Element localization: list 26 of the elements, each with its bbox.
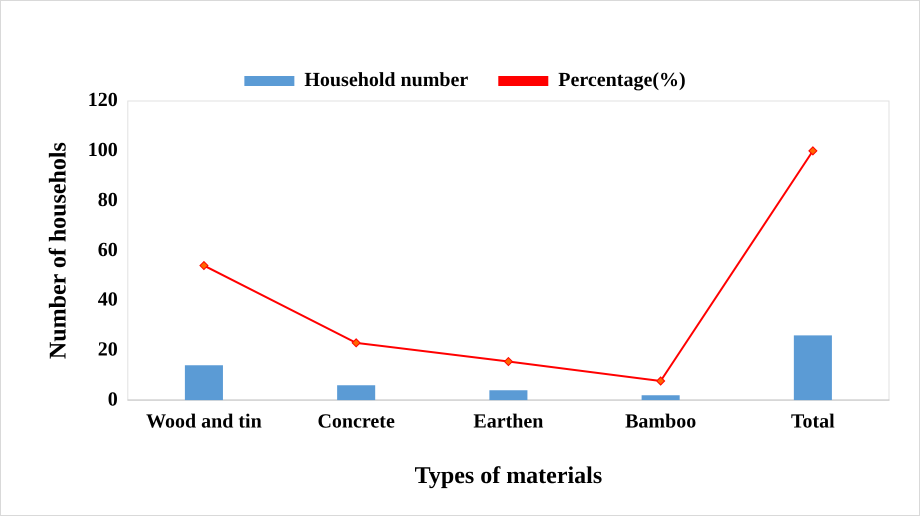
y-tick-label: 0 xyxy=(108,388,118,410)
point xyxy=(352,338,361,348)
x-tick-label: Bamboo xyxy=(625,410,696,432)
legend-label: Percentage(%) xyxy=(558,69,686,92)
bar xyxy=(794,335,832,400)
bar xyxy=(337,385,376,400)
y-axis-title: Number of househols xyxy=(46,142,72,360)
y-tick-label: 120 xyxy=(88,89,118,112)
x-tick-label: Concrete xyxy=(317,410,395,432)
legend-label: Household number xyxy=(304,69,468,92)
point xyxy=(504,357,513,366)
bar xyxy=(642,395,680,400)
point xyxy=(199,261,208,270)
x-axis-title: Types of materials xyxy=(414,462,602,489)
y-tick-label: 20 xyxy=(98,338,118,361)
y-tick-label: 60 xyxy=(98,238,118,261)
point xyxy=(808,146,818,156)
y-tick-label: 100 xyxy=(88,139,118,162)
y-tick-label: 40 xyxy=(98,288,118,311)
x-tick-label: Total xyxy=(791,410,836,432)
x-tick-label: Earthen xyxy=(473,410,544,432)
point xyxy=(656,376,666,386)
bar xyxy=(184,365,223,400)
x-tick-label: Wood and tin xyxy=(146,410,262,432)
y-tick-label: 80 xyxy=(98,188,118,211)
bar xyxy=(489,390,528,400)
